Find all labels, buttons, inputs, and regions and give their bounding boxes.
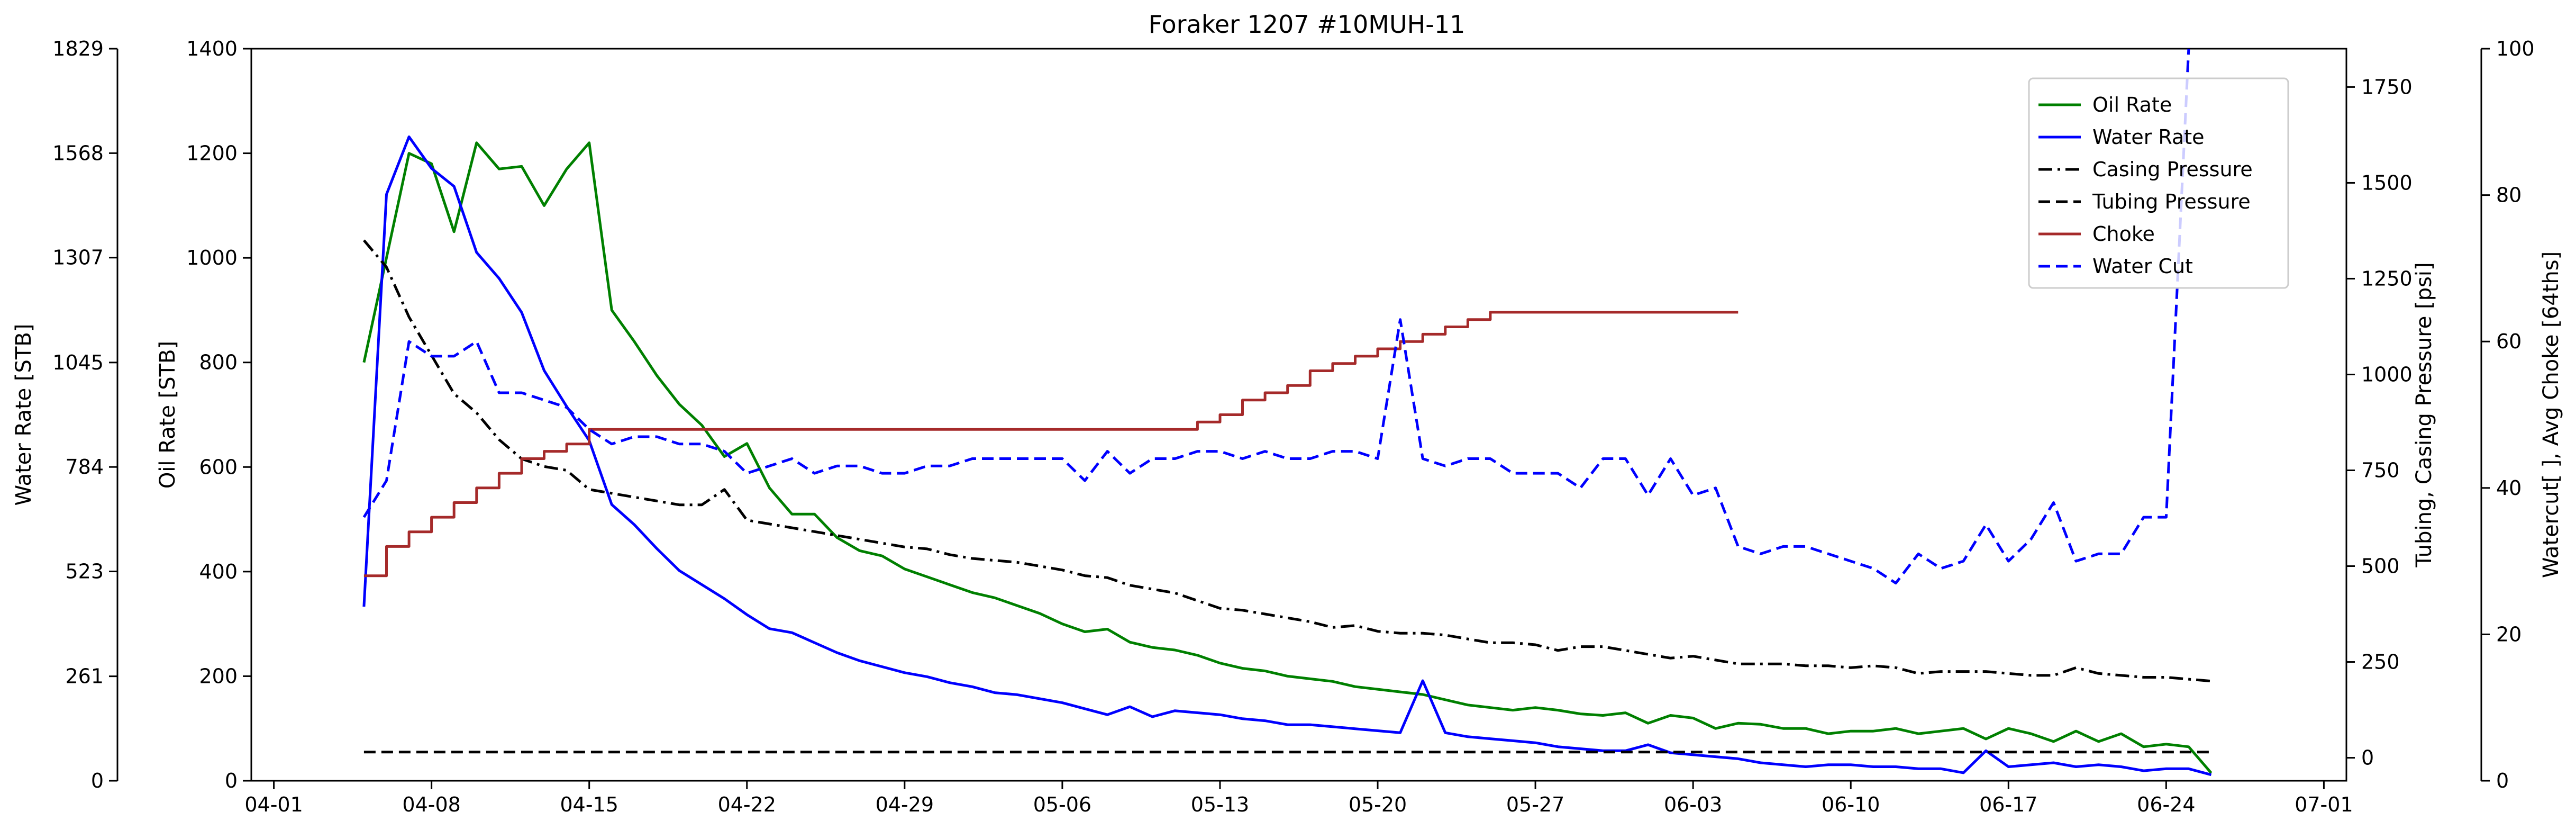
x-tick-label: 04-08 xyxy=(402,793,460,816)
x-tick-label: 06-10 xyxy=(1822,793,1880,816)
pressure-axis-tick-label: 0 xyxy=(2361,746,2374,770)
pct-axis-tick-label: 40 xyxy=(2496,476,2522,500)
legend-entry: Oil Rate xyxy=(2092,93,2172,116)
pressure-axis-tick-label: 750 xyxy=(2361,458,2400,482)
pct-axis-tick-label: 60 xyxy=(2496,330,2522,353)
x-tick-label: 05-27 xyxy=(1506,793,1564,816)
x-tick-label: 05-13 xyxy=(1191,793,1249,816)
x-tick-label: 06-03 xyxy=(1664,793,1722,816)
pct-axis-label: Watercut[ ], Avg Choke [64ths] xyxy=(2539,251,2563,578)
x-tick-label: 06-17 xyxy=(1979,793,2037,816)
water-axis-tick-label: 523 xyxy=(65,560,104,583)
pressure-axis-label: Tubing, Casing Pressure [psi] xyxy=(2412,262,2436,567)
x-tick-label: 04-01 xyxy=(244,793,303,816)
series-choke xyxy=(363,311,1738,578)
oil-axis-tick-label: 800 xyxy=(199,351,238,374)
pressure-axis-tick-label: 1250 xyxy=(2361,267,2413,290)
x-tick-label: 06-24 xyxy=(2137,793,2195,816)
x-tick-label: 05-20 xyxy=(1349,793,1407,816)
pct-axis-tick-label: 100 xyxy=(2496,37,2535,60)
series-water-cut xyxy=(362,48,2190,585)
x-tick-label: 05-06 xyxy=(1033,793,1091,816)
water-axis-tick-label: 1045 xyxy=(52,351,104,374)
water-axis-label: Water Rate [STB] xyxy=(12,324,36,506)
oil-axis-tick-label: 400 xyxy=(199,560,238,583)
series-oil-rate xyxy=(362,141,2213,774)
oil-axis-tick-label: 0 xyxy=(225,769,238,792)
oil-axis-tick-label: 1400 xyxy=(186,37,238,60)
oil-axis-label: Oil Rate [STB] xyxy=(156,341,180,489)
chart-title: Foraker 1207 #10MUH-11 xyxy=(1149,10,1466,39)
legend-entry: Water Cut xyxy=(2092,255,2193,278)
water-axis-tick-label: 261 xyxy=(65,665,104,688)
water-axis-tick-label: 1829 xyxy=(52,37,104,60)
oil-axis-tick-label: 600 xyxy=(199,455,238,479)
oil-axis-tick-label: 1200 xyxy=(186,142,238,165)
x-tick-label: 04-22 xyxy=(718,793,776,816)
series-water-rate xyxy=(362,135,2212,777)
pressure-axis-tick-label: 1000 xyxy=(2361,363,2413,386)
water-axis-tick-label: 0 xyxy=(91,769,104,792)
pressure-axis-tick-label: 250 xyxy=(2361,651,2400,674)
legend-box xyxy=(2028,77,2289,289)
axes-layer: 04-01 04-08 04-15 04-22 04-29 05-06 05-13 05-20… xyxy=(12,37,2563,816)
legend-entry: Water Rate xyxy=(2092,125,2205,149)
x-tick-label: 07-01 xyxy=(2295,793,2353,816)
legend-entry: Choke xyxy=(2092,222,2155,246)
water-axis-tick-label: 1307 xyxy=(52,246,104,269)
pressure-axis-tick-label: 1750 xyxy=(2361,75,2413,98)
water-axis-tick-label: 1568 xyxy=(52,141,104,165)
series-casing-pressure xyxy=(362,239,2211,683)
plot-frame xyxy=(250,48,2347,782)
pct-axis-tick-label: 20 xyxy=(2496,622,2522,646)
x-tick-label: 04-29 xyxy=(876,793,934,816)
pressure-axis-tick-label: 1500 xyxy=(2361,171,2413,194)
x-tick-label: 04-15 xyxy=(560,793,618,816)
pct-axis-tick-label: 80 xyxy=(2496,184,2522,207)
legend-entry: Casing Pressure xyxy=(2092,158,2253,181)
pct-axis-tick-label: 0 xyxy=(2496,769,2509,792)
oil-axis-tick-label: 200 xyxy=(199,664,238,688)
oil-axis-tick-label: 1000 xyxy=(186,246,238,269)
legend-entry: Tubing Pressure xyxy=(2092,190,2251,213)
pressure-axis-tick-label: 500 xyxy=(2361,555,2400,578)
legend: Oil Rate Water Rate Casing Pressure Tubing … xyxy=(2028,77,2289,289)
water-axis-tick-label: 784 xyxy=(65,455,104,479)
series-layer xyxy=(362,48,2213,777)
